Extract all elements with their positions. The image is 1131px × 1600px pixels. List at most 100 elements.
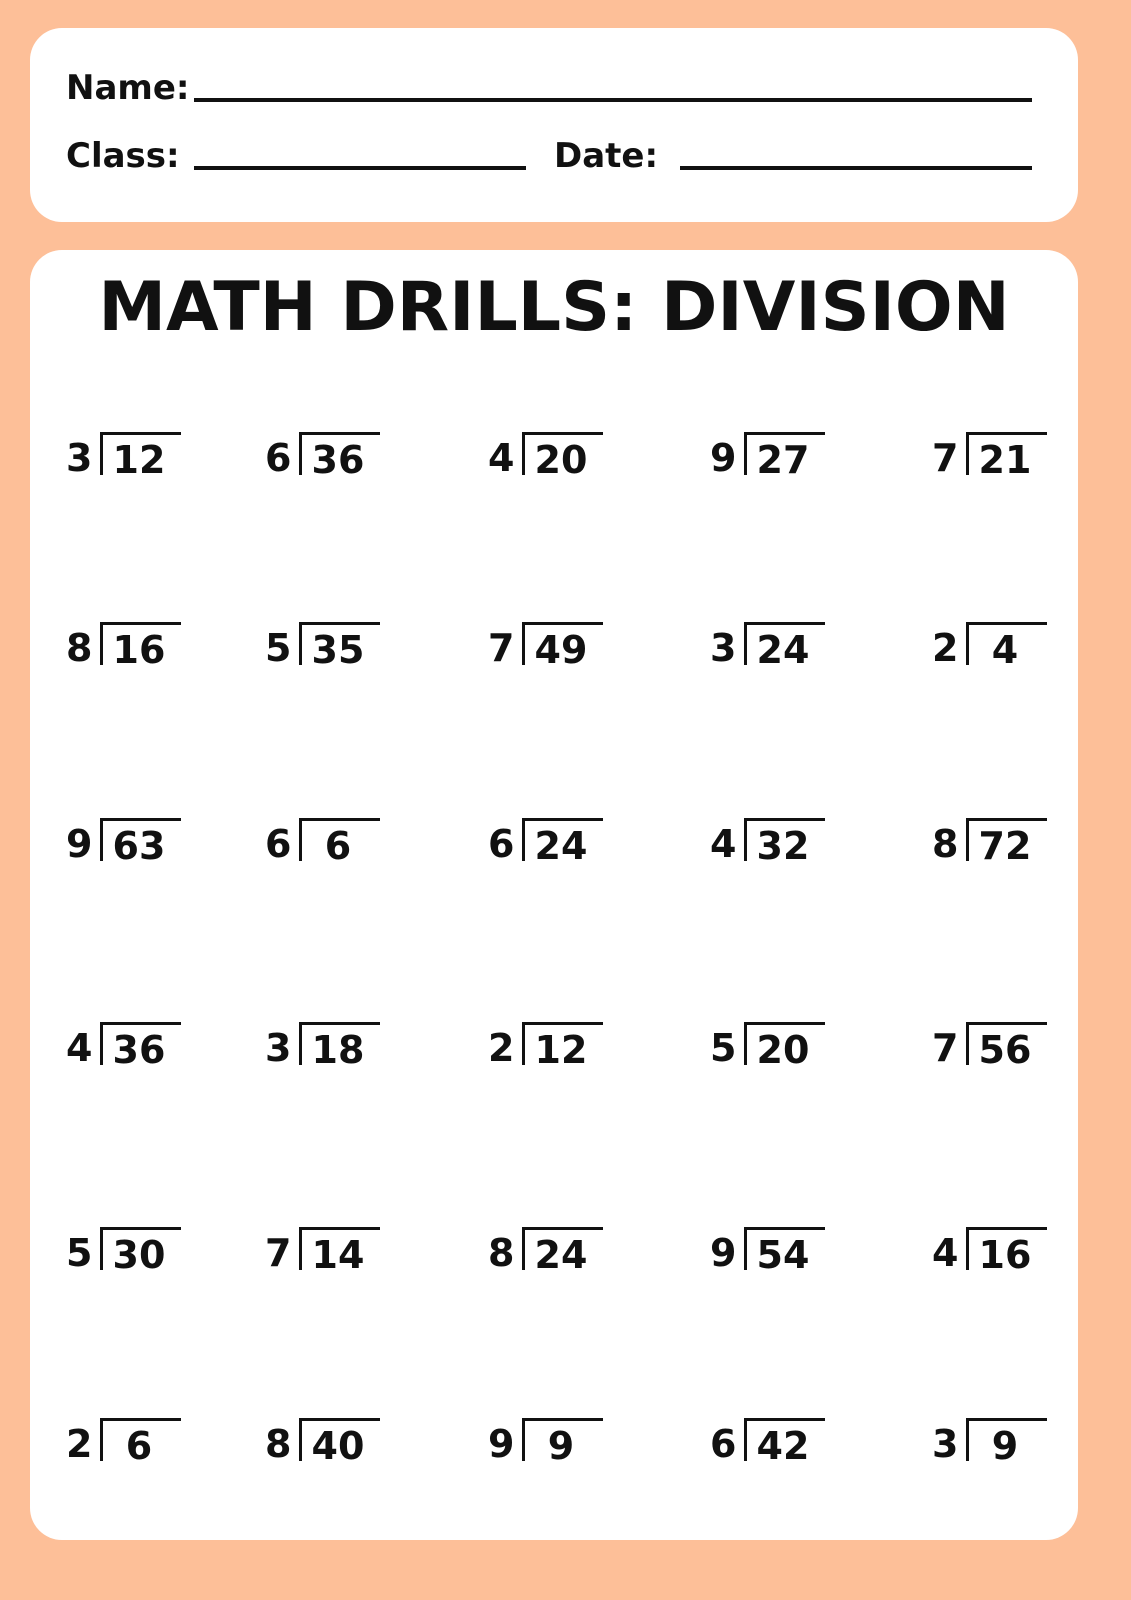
dividend: 14 — [311, 1233, 365, 1277]
long-division-bracket — [744, 1418, 825, 1461]
long-division-bracket — [522, 432, 603, 475]
division-problem: 6 36 — [265, 430, 390, 490]
long-division-bracket — [299, 432, 380, 475]
dividend: 4 — [991, 628, 1019, 672]
dividend: 35 — [311, 628, 365, 672]
division-problem: 4 16 — [932, 1225, 1057, 1285]
name-field[interactable] — [194, 98, 1032, 102]
long-division-bracket — [744, 432, 825, 475]
student-info-card: Name: Class: Date: — [30, 28, 1078, 222]
divisor: 9 — [710, 436, 737, 480]
drill-card: MATH DRILLS: DIVISION 3 12 6 36 4 20 9 27 7 21 8 16… — [30, 250, 1078, 1540]
dividend: 21 — [978, 438, 1032, 482]
division-problem: 6 42 — [710, 1416, 835, 1476]
long-division-bracket — [744, 818, 825, 861]
division-problem: 3 12 — [66, 430, 191, 490]
division-problem: 5 20 — [710, 1020, 835, 1080]
dividend: 18 — [311, 1028, 365, 1072]
dividend: 72 — [978, 824, 1032, 868]
long-division-bracket — [744, 1227, 825, 1270]
divisor: 2 — [488, 1026, 515, 1070]
long-division-bracket — [299, 1022, 380, 1065]
divisor: 6 — [488, 822, 515, 866]
division-problem: 8 72 — [932, 816, 1057, 876]
long-division-bracket — [299, 818, 380, 861]
division-problem: 5 30 — [66, 1225, 191, 1285]
long-division-bracket — [966, 1022, 1047, 1065]
divisor: 8 — [488, 1231, 515, 1275]
dividend: 9 — [991, 1424, 1019, 1468]
divisor: 5 — [265, 626, 292, 670]
long-division-bracket — [522, 1022, 603, 1065]
long-division-bracket — [299, 1227, 380, 1270]
long-division-bracket — [966, 1227, 1047, 1270]
divisor: 9 — [66, 822, 93, 866]
long-division-bracket — [522, 818, 603, 861]
division-problem: 4 32 — [710, 816, 835, 876]
divisor: 8 — [932, 822, 959, 866]
dividend: 54 — [756, 1233, 810, 1277]
long-division-bracket — [522, 1227, 603, 1270]
divisor: 2 — [66, 1422, 93, 1466]
dividend: 16 — [112, 628, 166, 672]
dividend: 27 — [756, 438, 810, 482]
dividend: 32 — [756, 824, 810, 868]
division-problem: 9 54 — [710, 1225, 835, 1285]
dividend: 30 — [112, 1233, 166, 1277]
divisor: 7 — [488, 626, 515, 670]
divisor: 9 — [710, 1231, 737, 1275]
dividend: 24 — [534, 1233, 588, 1277]
class-field[interactable] — [194, 166, 526, 170]
dividend: 20 — [756, 1028, 810, 1072]
long-division-bracket — [522, 1418, 603, 1461]
dividend: 24 — [756, 628, 810, 672]
long-division-bracket — [100, 432, 181, 475]
divisor: 7 — [265, 1231, 292, 1275]
long-division-bracket — [744, 622, 825, 665]
division-problem: 4 20 — [488, 430, 613, 490]
division-problem: 4 36 — [66, 1020, 191, 1080]
division-problem: 8 16 — [66, 620, 191, 680]
long-division-bracket — [522, 622, 603, 665]
divisor: 8 — [66, 626, 93, 670]
division-problem: 7 21 — [932, 430, 1057, 490]
class-label: Class: — [66, 136, 180, 176]
divisor: 6 — [710, 1422, 737, 1466]
dividend: 56 — [978, 1028, 1032, 1072]
dividend: 49 — [534, 628, 588, 672]
long-division-bracket — [966, 432, 1047, 475]
divisor: 3 — [265, 1026, 292, 1070]
dividend: 42 — [756, 1424, 810, 1468]
dividend: 36 — [112, 1028, 166, 1072]
date-field[interactable] — [680, 166, 1032, 170]
division-problem: 3 18 — [265, 1020, 390, 1080]
date-label: Date: — [554, 136, 659, 176]
long-division-bracket — [100, 1418, 181, 1461]
dividend: 24 — [534, 824, 588, 868]
divisor: 9 — [488, 1422, 515, 1466]
division-problem: 5 35 — [265, 620, 390, 680]
divisor: 6 — [265, 822, 292, 866]
divisor: 3 — [66, 436, 93, 480]
division-problem: 8 40 — [265, 1416, 390, 1476]
dividend: 63 — [112, 824, 166, 868]
divisor: 4 — [66, 1026, 93, 1070]
long-division-bracket — [966, 622, 1047, 665]
divisor: 4 — [932, 1231, 959, 1275]
divisor: 4 — [710, 822, 737, 866]
division-problem: 9 63 — [66, 816, 191, 876]
dividend: 12 — [534, 1028, 588, 1072]
divisor: 8 — [265, 1422, 292, 1466]
division-problem: 2 12 — [488, 1020, 613, 1080]
division-problem: 7 56 — [932, 1020, 1057, 1080]
division-problem: 9 27 — [710, 430, 835, 490]
division-problem: 6 24 — [488, 816, 613, 876]
dividend: 20 — [534, 438, 588, 482]
dividend: 36 — [311, 438, 365, 482]
divisor: 2 — [932, 626, 959, 670]
division-problem: 7 49 — [488, 620, 613, 680]
